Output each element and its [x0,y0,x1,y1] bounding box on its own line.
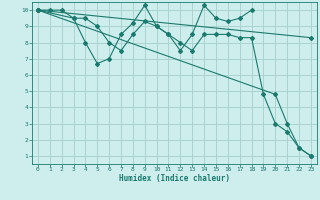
X-axis label: Humidex (Indice chaleur): Humidex (Indice chaleur) [119,174,230,183]
